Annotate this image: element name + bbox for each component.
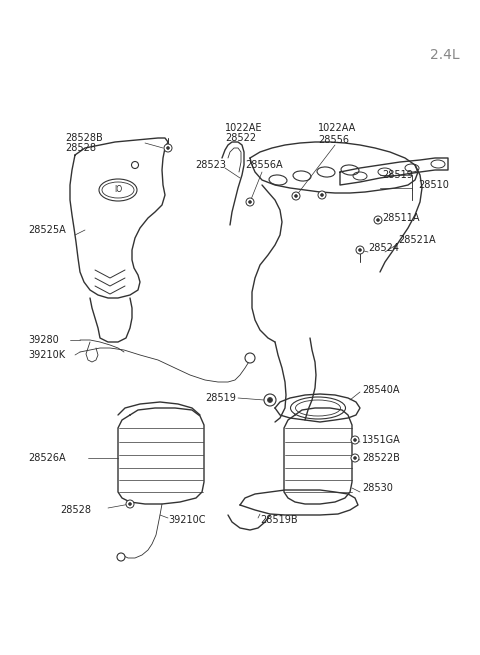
Text: 28523: 28523 <box>195 160 226 170</box>
Circle shape <box>359 249 361 252</box>
Circle shape <box>351 454 359 462</box>
Circle shape <box>354 439 356 441</box>
Circle shape <box>246 198 254 206</box>
Circle shape <box>351 436 359 444</box>
Circle shape <box>356 246 364 254</box>
Text: 39210K: 39210K <box>28 350 65 360</box>
Text: 28526A: 28526A <box>28 453 66 463</box>
Text: 28530: 28530 <box>362 483 393 493</box>
Text: 28524: 28524 <box>368 243 399 253</box>
Circle shape <box>164 144 172 152</box>
Circle shape <box>167 147 169 149</box>
Text: 1351GA: 1351GA <box>362 435 401 445</box>
Text: 39210C: 39210C <box>168 515 205 525</box>
Text: 1022AA: 1022AA <box>318 123 356 133</box>
Text: 1022AE: 1022AE <box>225 123 263 133</box>
Circle shape <box>264 394 276 406</box>
Text: 28522B: 28522B <box>362 453 400 463</box>
Text: IO: IO <box>114 185 122 195</box>
Circle shape <box>267 398 273 403</box>
Circle shape <box>292 192 300 200</box>
Circle shape <box>129 502 132 506</box>
Text: 28556: 28556 <box>318 135 349 145</box>
Text: 28522: 28522 <box>225 133 256 143</box>
Text: 28510: 28510 <box>418 180 449 190</box>
Text: 39280: 39280 <box>28 335 59 345</box>
Text: 28528B: 28528B <box>65 133 103 143</box>
Circle shape <box>377 219 379 221</box>
Text: 28528: 28528 <box>60 505 91 515</box>
Text: 28556A: 28556A <box>245 160 283 170</box>
Circle shape <box>245 353 255 363</box>
Text: 28519B: 28519B <box>260 515 298 525</box>
Circle shape <box>126 500 134 508</box>
Circle shape <box>354 457 356 459</box>
Circle shape <box>321 194 324 196</box>
Text: 28519: 28519 <box>205 393 236 403</box>
Text: 28528: 28528 <box>65 143 96 153</box>
Text: 28519: 28519 <box>382 170 413 180</box>
Circle shape <box>374 216 382 224</box>
Circle shape <box>295 195 298 197</box>
Circle shape <box>318 191 326 199</box>
Text: 28521A: 28521A <box>398 235 436 245</box>
Text: 2.4L: 2.4L <box>430 48 460 62</box>
Circle shape <box>117 553 125 561</box>
Text: 28540A: 28540A <box>362 385 399 395</box>
Text: 28511A: 28511A <box>382 213 420 223</box>
Text: 28525A: 28525A <box>28 225 66 235</box>
Circle shape <box>249 200 252 204</box>
